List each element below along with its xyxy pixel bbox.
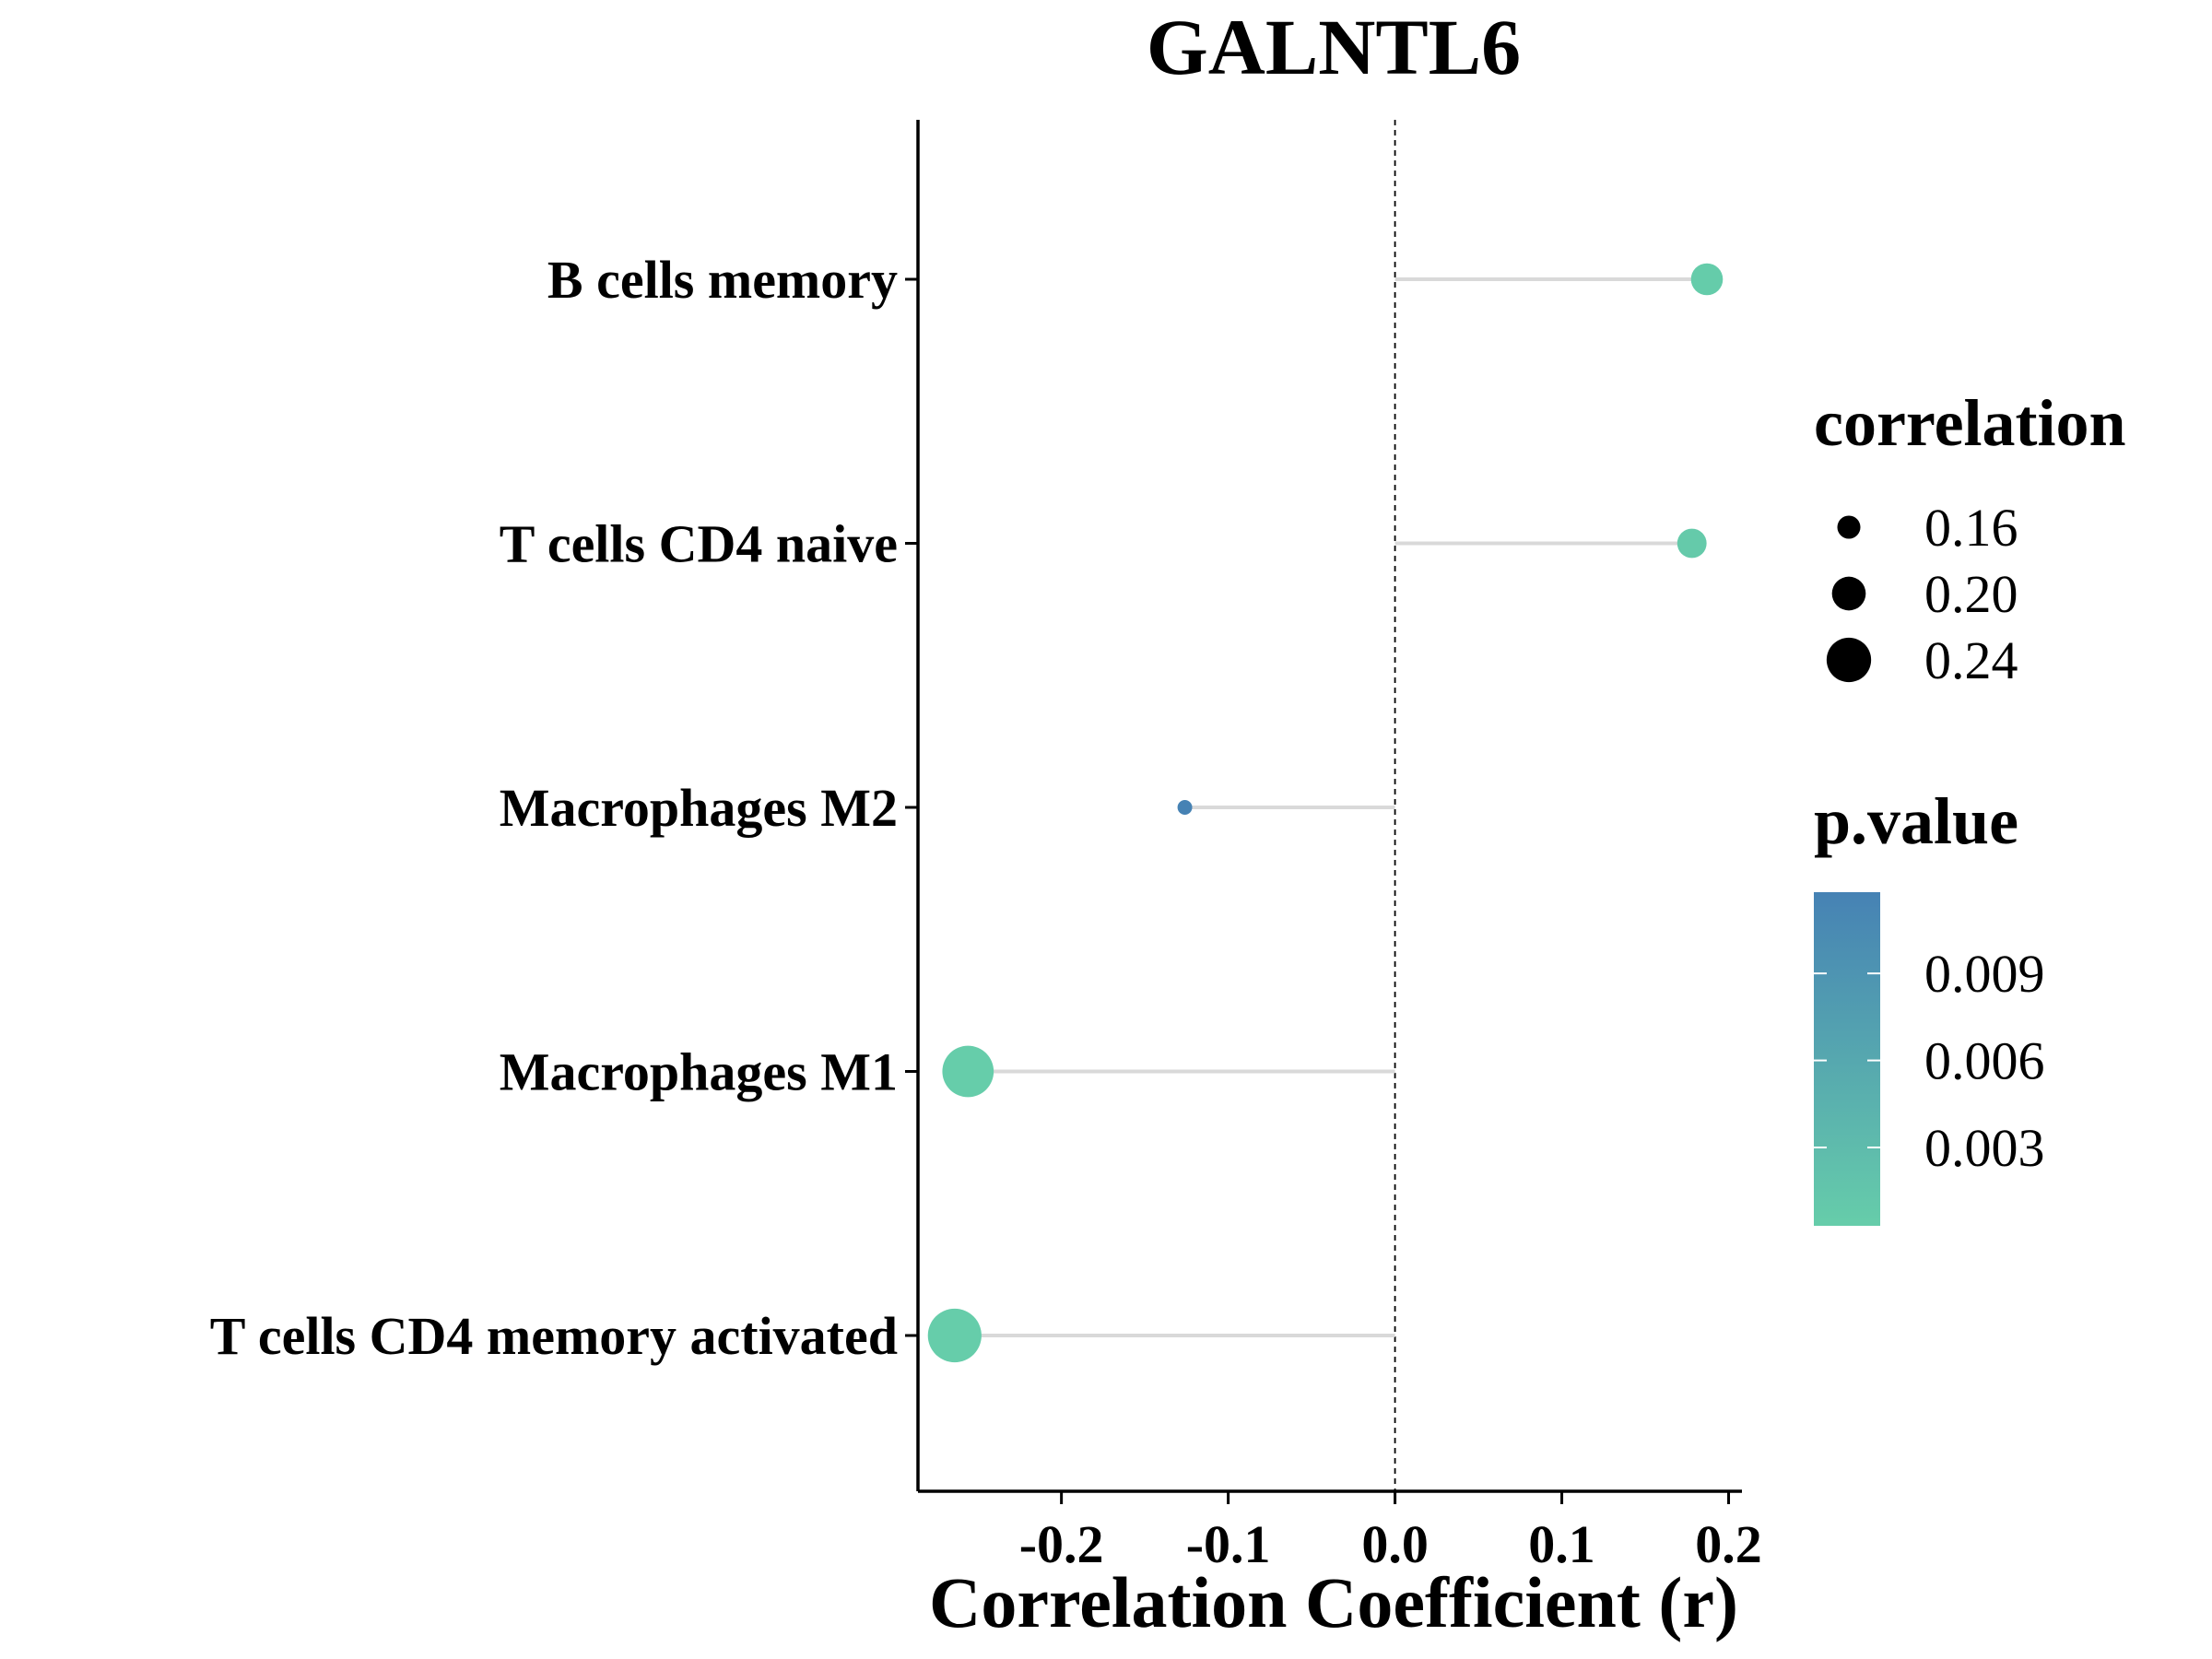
x-tick-label: -0.2 [1019,1514,1104,1574]
x-tick-label: 0.0 [1361,1514,1429,1574]
size-legend-title: correlation [1814,386,2126,460]
x-tick-label: 0.2 [1695,1514,1762,1574]
lollipop-point [927,1308,982,1363]
y-tick-label: T cells CD4 naive [500,514,898,574]
color-bar [1814,892,1880,1226]
size-legend-label: 0.24 [1924,630,2018,690]
size-legend-label: 0.16 [1924,498,2018,558]
size-legend-key [1826,637,1872,683]
y-tick-label: Macrophages M2 [500,778,898,838]
y-tick-label: Macrophages M1 [500,1042,898,1102]
size-legend-key [1831,576,1866,611]
color-legend-title: p.value [1814,784,2018,858]
color-legend-label: 0.003 [1924,1118,2045,1178]
lollipop-point [1677,528,1707,559]
legend: correlation p.value 0.160.200.24 0.009 0.0… [1814,386,2126,1226]
y-tick-label: T cells CD4 memory activated [210,1306,898,1366]
color-legend-label: 0.009 [1924,944,2045,1004]
size-legend-label: 0.20 [1924,564,2018,624]
x-tick-label: 0.1 [1528,1514,1595,1574]
x-axis-label: Correlation Coefficient (r) [929,1562,1738,1642]
x-tick-label: -0.1 [1186,1514,1271,1574]
lollipop-point [1177,800,1193,815]
lollipop-point [1690,263,1724,296]
y-tick-label: B cells memory [547,250,898,310]
plot-area: -0.2 -0.1 0.0 0.1 0.2 B cells memory T cells C… [210,120,1762,1574]
chart-title: GALNTL6 [1147,3,1521,91]
lollipop-point [942,1045,994,1098]
color-legend-label: 0.006 [1924,1031,2045,1091]
size-legend-key [1837,515,1861,539]
